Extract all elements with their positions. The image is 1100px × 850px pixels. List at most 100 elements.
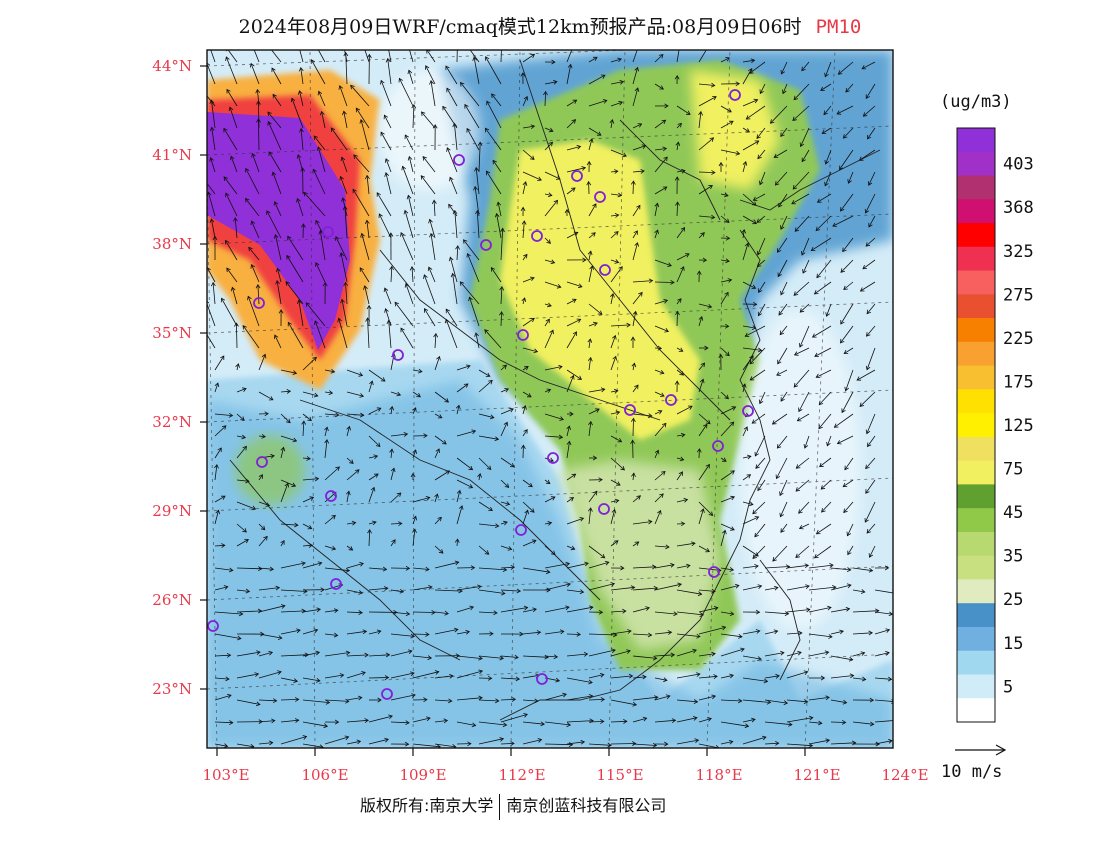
wind-vector: [754, 435, 766, 457]
wind-vector-head: [657, 345, 663, 351]
wind-vector-head: [369, 380, 374, 386]
wind-vector-head: [845, 88, 850, 93]
wind-vector-head: [694, 738, 700, 744]
wind-vector-head: [271, 718, 276, 724]
wind-vector-head: [298, 67, 304, 72]
wind-vector-head: [296, 41, 300, 45]
colorbar-swatch: [957, 246, 995, 272]
wind-vector: [412, 449, 417, 459]
wind-vector-head: [206, 39, 210, 43]
wind-vector-head: [394, 301, 399, 307]
wind-vector-head: [795, 553, 800, 559]
colorbar-swatch: [957, 223, 995, 248]
wind-vector-head: [566, 582, 571, 587]
wind-vector: [742, 655, 762, 660]
wind-vector-head: [745, 128, 750, 133]
wind-vector: [207, 267, 216, 283]
wind-vector-head: [374, 473, 379, 478]
wind-vector-head: [407, 649, 413, 654]
wind-vector-head: [228, 106, 234, 112]
wind-vector: [566, 473, 576, 481]
wind-vector-head: [593, 56, 598, 61]
wind-vector-head: [677, 582, 682, 588]
wind-vector-head: [533, 348, 539, 354]
wind-vector-head: [663, 677, 668, 683]
lat-axis: [200, 65, 207, 690]
wind-vector-head: [780, 225, 785, 230]
wind-vector: [780, 215, 788, 230]
station-marker: [453, 154, 465, 166]
wind-vector-head: [488, 379, 493, 385]
wind-vector-head: [597, 310, 603, 315]
wind-vector: [258, 567, 274, 570]
wind-vector: [544, 457, 554, 462]
wind-vector-head: [429, 80, 434, 85]
wind-vector-head: [242, 387, 247, 392]
wind-vector: [874, 720, 893, 723]
wind-vector: [610, 266, 623, 283]
wind-vector: [522, 699, 539, 702]
wind-vector: [258, 474, 263, 481]
wind-vector: [793, 281, 810, 296]
wind-vector-head: [587, 250, 593, 256]
wind-vector-head: [598, 477, 603, 483]
wind-vector-head: [744, 723, 750, 729]
wind-vector-head: [558, 434, 564, 440]
wind-vector: [434, 589, 463, 592]
wind-vector-head: [856, 376, 862, 381]
wind-vector: [456, 479, 473, 489]
wind-vector-head: [242, 445, 247, 451]
wind-vector: [698, 362, 705, 371]
wind-vector: [454, 123, 458, 151]
wind-vector-head: [545, 318, 550, 324]
wind-vector: [720, 470, 735, 481]
wind-vector-head: [545, 569, 551, 575]
wind-vector: [698, 111, 702, 129]
wind-vector-head: [623, 719, 628, 724]
wind-vector: [234, 217, 238, 239]
station-marker: [381, 688, 393, 700]
wind-vector-head: [523, 605, 529, 611]
wind-vector: [786, 699, 808, 703]
wind-vector-head: [664, 103, 669, 109]
wind-vector-head: [660, 392, 665, 397]
wind-vector: [490, 267, 502, 283]
wind-vector-head: [698, 110, 703, 116]
wind-vector-head: [458, 505, 464, 510]
wind-vector: [346, 545, 353, 551]
wind-vector: [772, 413, 788, 425]
wind-vector-head: [268, 396, 274, 401]
wind-vector-head: [425, 566, 430, 572]
wind-vector-head: [531, 539, 537, 544]
wind-vector: [434, 448, 440, 459]
station-marker: [742, 405, 754, 417]
wind-vector: [478, 589, 505, 594]
wind-vector: [253, 50, 260, 63]
wind-vector-head: [314, 320, 319, 325]
wind-vector-head: [245, 478, 250, 484]
wind-vector-head: [865, 365, 871, 371]
wind-vector-head: [275, 267, 281, 273]
colorbar-swatch: [957, 365, 995, 390]
wind-vector-head: [383, 287, 389, 293]
wind-vector: [423, 274, 436, 305]
wind-vector: [676, 369, 684, 376]
wind-vector-head: [634, 242, 640, 247]
wind-vector: [566, 653, 588, 657]
wind-vector: [865, 237, 876, 247]
wind-vector-head: [801, 251, 806, 256]
wind-vector-head: [570, 545, 576, 551]
wind-vector: [830, 675, 854, 679]
wind-vector: [764, 699, 788, 704]
wind-vector: [821, 127, 832, 134]
wind-vector: [544, 479, 551, 484]
colorbar-swatch: [957, 128, 995, 153]
wind-vector: [588, 338, 591, 349]
wind-vector-head: [861, 65, 867, 70]
wind-vector-head: [875, 741, 880, 747]
wind-vector: [258, 435, 266, 438]
wind-vector: [654, 54, 664, 63]
wind-vector: [794, 347, 810, 356]
wind-vector-head: [345, 567, 351, 573]
wind-vector-head: [756, 218, 762, 223]
